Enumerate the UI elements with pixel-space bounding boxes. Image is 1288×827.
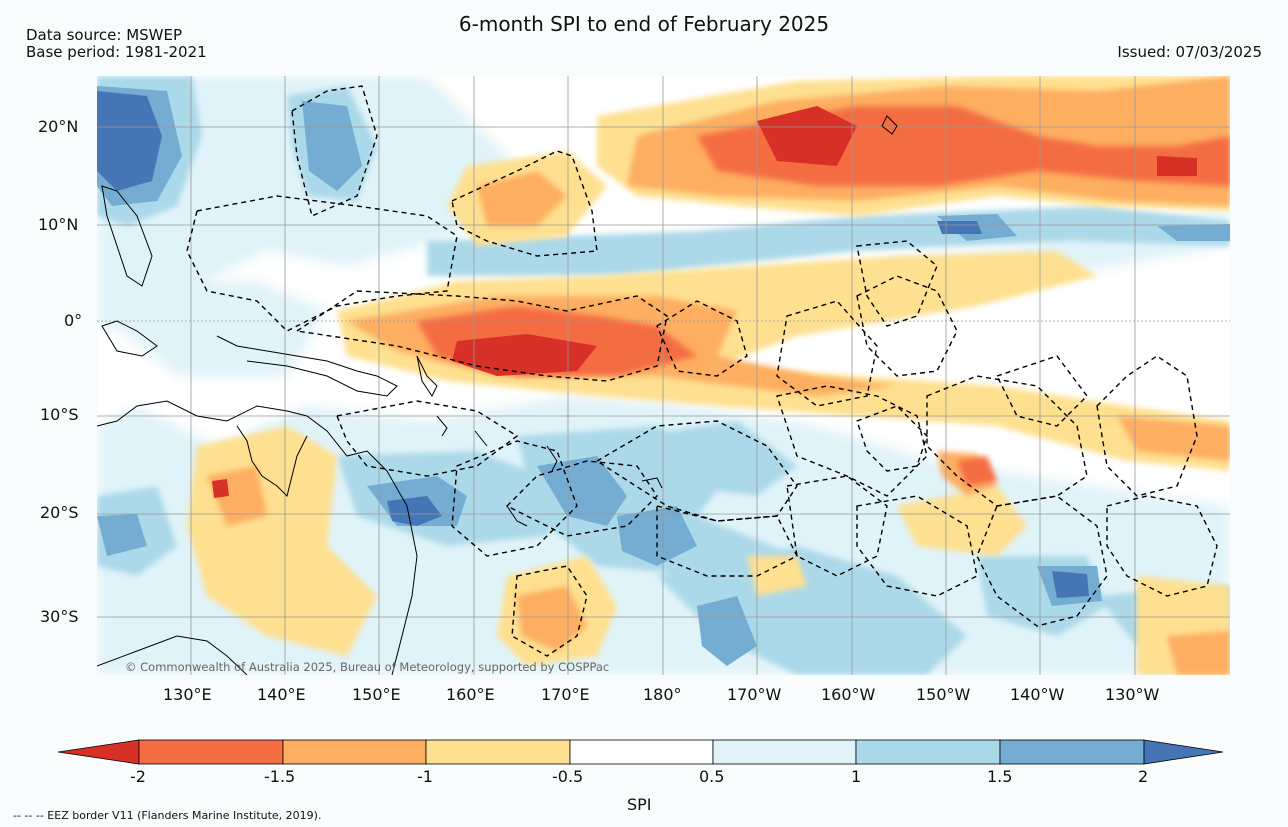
issued-date-label: Issued: 07/03/2025 <box>1117 43 1262 61</box>
lat-label-30s: 30°S <box>40 607 79 626</box>
lon-label-160w: 160°W <box>821 685 876 704</box>
spi-map: © Commonwealth of Australia 2025, Bureau… <box>97 76 1230 675</box>
base-period-label: Base period: 1981-2021 <box>26 43 207 61</box>
colorbar-segment-near-normal <box>569 739 714 765</box>
lon-label-130w: 130°W <box>1105 685 1160 704</box>
colorbar-segment-dry-severe <box>138 739 284 765</box>
eez-borders <box>186 85 1218 657</box>
colorbar-segment-wet-severe <box>999 739 1145 765</box>
colorbar-extend-wet <box>1143 739 1224 765</box>
lon-label-180: 180° <box>643 685 682 704</box>
copyright-text: © Commonwealth of Australia 2025, Bureau… <box>125 660 609 674</box>
wet-extreme-regions <box>97 91 1089 598</box>
lat-label-10n: 10°N <box>38 215 79 234</box>
colorbar-extend-dry <box>57 739 140 765</box>
colorbar-label-neg1: -1 <box>417 767 433 786</box>
lat-label-20s: 20°S <box>40 503 79 522</box>
eez-footnote: -- -- -- EEZ border V11 (Flanders Marine… <box>13 809 322 822</box>
lon-label-150e: 150°E <box>352 685 401 704</box>
lon-label-160e: 160°E <box>446 685 495 704</box>
coastlines <box>97 115 898 675</box>
map-title: 6-month SPI to end of February 2025 <box>458 12 830 36</box>
dry-extreme-regions <box>212 106 1197 498</box>
lat-label-20n: 20°N <box>38 117 79 136</box>
colorbar-segment-dry-mild <box>425 739 571 765</box>
colorbar-segment-wet-moderate <box>855 739 1001 765</box>
spi-colorbar <box>57 739 1224 765</box>
colorbar-title: SPI <box>627 795 652 814</box>
colorbar-segment-wet-mild <box>712 739 857 765</box>
colorbar-label-neg1-5: -1.5 <box>264 767 296 786</box>
colorbar-label-2: 2 <box>1138 767 1149 786</box>
colorbar-label-neg0-5: -0.5 <box>552 767 584 786</box>
lon-label-140w: 140°W <box>1010 685 1065 704</box>
lat-label-10s: 10°S <box>40 405 79 424</box>
colorbar-segment-dry-moderate <box>282 739 427 765</box>
colorbar-label-0-5: 0.5 <box>699 767 725 786</box>
map-graticule <box>97 76 1230 675</box>
lon-label-150w: 150°W <box>916 685 971 704</box>
lon-label-140e: 140°E <box>257 685 306 704</box>
lon-label-170w: 170°W <box>727 685 782 704</box>
lon-label-130e: 130°E <box>163 685 212 704</box>
lat-label-0: 0° <box>64 311 83 330</box>
spi-map-canvas: © Commonwealth of Australia 2025, Bureau… <box>97 76 1230 675</box>
colorbar-label-1: 1 <box>851 767 862 786</box>
lon-label-170e: 170°E <box>541 685 590 704</box>
colorbar-label-neg2: -2 <box>130 767 146 786</box>
data-source-label: Data source: MSWEP <box>26 26 183 44</box>
colorbar-label-1-5: 1.5 <box>987 767 1013 786</box>
